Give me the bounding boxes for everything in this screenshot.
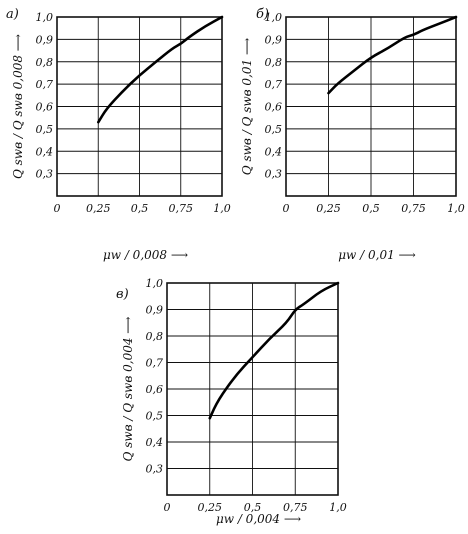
plot-frame xyxy=(166,282,339,496)
series-line xyxy=(327,15,458,95)
x-tick-label: 0,5 xyxy=(131,202,149,215)
y-tick-label: 0,3 xyxy=(265,168,283,181)
x-tick-label: 0 xyxy=(54,202,61,215)
x-tick-label: 0,75 xyxy=(401,202,426,215)
y-tick-label: 0,7 xyxy=(146,357,164,370)
y-tick-label: 0,7 xyxy=(265,78,283,91)
y-tick-label: 0,5 xyxy=(36,123,54,136)
panel-letter: в) xyxy=(116,287,129,302)
x-tick-label: 0,25 xyxy=(316,202,341,215)
y-tick-label: 0,9 xyxy=(146,304,164,317)
plot-frame xyxy=(56,16,223,197)
y-tick-label: 0,8 xyxy=(146,330,164,343)
y-axis-label: Q swв / Q swв 0,01 ⟶ xyxy=(240,38,254,175)
x-tick-label: 1,0 xyxy=(213,202,231,215)
y-tick-label: 0,8 xyxy=(265,56,283,69)
y-tick-label: 0,4 xyxy=(146,436,164,449)
series-line xyxy=(208,281,340,420)
x-tick-label: 0 xyxy=(164,501,171,514)
chart-panel-c: 0,3 0,4 0,5 0,6 0,7 0,8 0,9 1,0 0 0,25 0,5 0,75 1,0 в… xyxy=(116,277,347,526)
y-tick-label: 0,6 xyxy=(146,383,164,396)
y-tick-label: 0,9 xyxy=(265,33,283,46)
x-tick-label: 1,0 xyxy=(447,202,465,215)
x-tick-label: 0,25 xyxy=(198,501,223,514)
plot-frame xyxy=(285,16,457,197)
x-tick-label: 1,0 xyxy=(329,501,347,514)
y-axis-label: Q swв / Q swв 0,008 ⟶ xyxy=(11,34,25,179)
y-tick-label: 1,0 xyxy=(36,11,54,24)
y-tick-label: 0,4 xyxy=(265,145,283,158)
series-line xyxy=(97,15,224,124)
y-tick-label: 1,0 xyxy=(146,277,164,290)
chart-panel-a: 0,3 0,4 0,5 0,6 0,7 0,8 0,9 1,0 0 0,25 0,5 0,75 1,0 а… xyxy=(6,7,231,262)
y-tick-label: 0,3 xyxy=(146,463,164,476)
x-axis-label: μw / 0,01 ⟶ xyxy=(338,248,415,262)
x-tick-label: 0,5 xyxy=(362,202,380,215)
y-tick-label: 0,3 xyxy=(36,168,54,181)
panel-letter: а) xyxy=(6,7,19,22)
y-tick-label: 0,7 xyxy=(36,78,54,91)
x-tick-label: 0,75 xyxy=(169,202,194,215)
y-tick-label: 1,0 xyxy=(265,11,283,24)
y-tick-label: 0,9 xyxy=(36,33,54,46)
y-tick-label: 0,5 xyxy=(146,410,164,423)
x-tick-label: 0,25 xyxy=(86,202,111,215)
chart-panel-b: 0,30,40,50,60,70,80,91,00 0,25 0,5 0,75 1,0б… xyxy=(240,7,465,262)
x-axis-label: μw / 0,004 ⟶ xyxy=(216,512,301,526)
x-tick-label: 0 xyxy=(283,202,290,215)
y-tick-label: 0,4 xyxy=(36,145,54,158)
panel-letter: б) xyxy=(256,7,269,22)
y-axis-label: Q swв / Q swв 0,004 ⟶ xyxy=(121,317,135,462)
x-axis-label: μw / 0,008 ⟶ xyxy=(103,248,188,262)
y-tick-label: 0,5 xyxy=(265,123,283,136)
x-tick-label: 0,75 xyxy=(283,501,308,514)
x-tick-label: 0,5 xyxy=(244,501,262,514)
y-tick-label: 0,8 xyxy=(36,56,54,69)
y-tick-label: 0,6 xyxy=(36,101,54,114)
y-tick-label: 0,6 xyxy=(265,101,283,114)
